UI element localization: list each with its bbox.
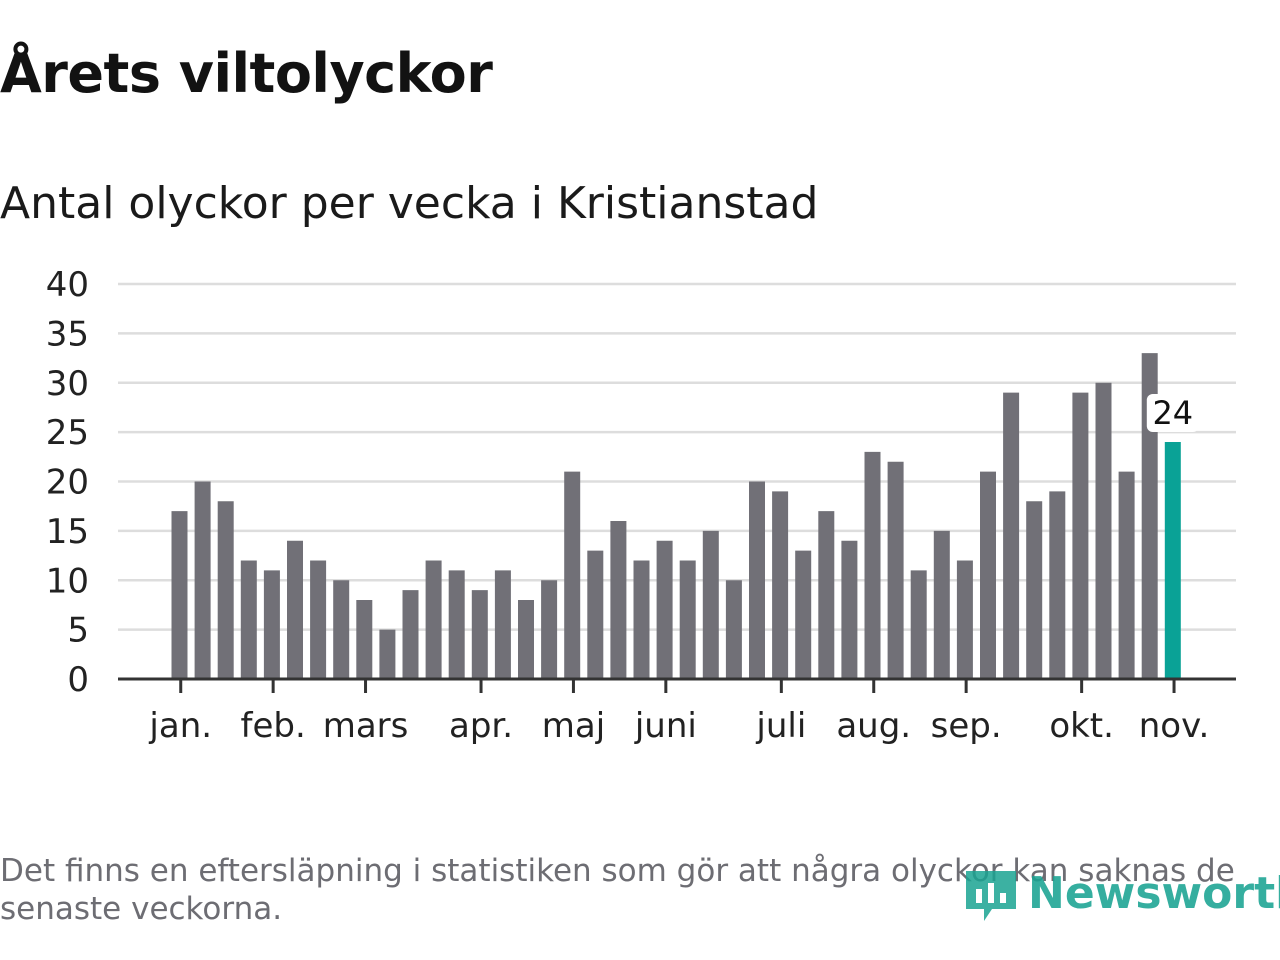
bar bbox=[379, 629, 396, 679]
bar bbox=[656, 540, 673, 679]
footnote: Det finns en eftersläpning i statistiken… bbox=[0, 853, 1235, 927]
bar-highlight bbox=[1164, 442, 1181, 679]
gridlines bbox=[118, 282, 1236, 631]
x-tick-label: apr. bbox=[449, 706, 513, 746]
bar bbox=[610, 521, 627, 679]
bar bbox=[1072, 392, 1089, 679]
bar bbox=[310, 560, 327, 679]
y-tick-label: 40 bbox=[46, 265, 89, 305]
bar bbox=[841, 540, 858, 679]
x-tick-label: nov. bbox=[1139, 706, 1210, 746]
brand-name: Newsworthy bbox=[1028, 867, 1280, 919]
x-tick-label: juli bbox=[755, 706, 806, 746]
bar bbox=[910, 570, 927, 679]
x-tick-label: aug. bbox=[836, 706, 911, 746]
bar bbox=[1141, 353, 1158, 679]
bar bbox=[864, 451, 881, 679]
bars bbox=[171, 353, 1181, 679]
bar bbox=[1118, 471, 1135, 679]
data-label-background bbox=[1146, 394, 1199, 432]
bar bbox=[633, 560, 650, 679]
bar bbox=[471, 590, 488, 679]
x-tick-label: okt. bbox=[1049, 706, 1114, 746]
x-tick-label: juni bbox=[634, 706, 697, 746]
bar bbox=[217, 501, 234, 679]
y-axis-ticks: 0 5 10 15 20 25 30 35 40 bbox=[46, 265, 89, 700]
bar bbox=[448, 570, 465, 679]
bar bbox=[541, 580, 558, 679]
bar bbox=[956, 560, 973, 679]
bar bbox=[194, 481, 211, 679]
bar bbox=[1049, 491, 1066, 679]
bar bbox=[518, 600, 534, 679]
bar bbox=[494, 570, 511, 679]
x-tick-label: feb. bbox=[240, 706, 305, 746]
bar bbox=[933, 530, 950, 679]
bar bbox=[402, 590, 419, 679]
bar bbox=[287, 540, 303, 679]
newsworthy-logo: Newsworthy bbox=[962, 858, 1280, 928]
bar bbox=[1095, 382, 1112, 679]
x-tick-label: maj bbox=[542, 706, 605, 746]
bar bbox=[333, 580, 350, 679]
bar bbox=[564, 471, 581, 679]
bar bbox=[818, 511, 835, 679]
bar-chart: 0 5 10 15 20 25 30 35 40 jan. feb. mars apr. maj juni… bbox=[46, 265, 1236, 746]
bar bbox=[772, 491, 789, 679]
y-tick-label: 20 bbox=[46, 463, 89, 503]
x-tick-label: sep. bbox=[931, 706, 1002, 746]
x-tick-label: jan. bbox=[148, 706, 212, 746]
chart-subtitle: Antal olyckor per vecka i Kristianstad bbox=[0, 178, 819, 229]
bar bbox=[263, 570, 280, 679]
y-tick-label: 5 bbox=[67, 611, 89, 651]
y-tick-label: 0 bbox=[67, 660, 89, 700]
y-tick-label: 30 bbox=[46, 364, 89, 404]
y-tick-label: 10 bbox=[46, 561, 89, 601]
bar bbox=[679, 560, 696, 679]
data-labels: 24 bbox=[1146, 394, 1199, 432]
bar bbox=[425, 560, 442, 679]
bar bbox=[795, 550, 812, 679]
bar bbox=[587, 550, 604, 679]
newsworthy-logo-icon bbox=[966, 871, 1016, 921]
data-label: 24 bbox=[1152, 394, 1193, 432]
bar bbox=[240, 560, 257, 679]
bar bbox=[1003, 392, 1020, 679]
x-axis: jan. feb. mars apr. maj juni juli aug. sep. okt. n… bbox=[118, 677, 1236, 746]
bar bbox=[887, 461, 904, 679]
bar bbox=[1026, 501, 1043, 679]
bar bbox=[171, 511, 188, 679]
bar bbox=[749, 481, 765, 679]
bar bbox=[980, 471, 996, 679]
x-tick-label: mars bbox=[323, 706, 409, 746]
y-tick-label: 15 bbox=[46, 512, 89, 552]
bar bbox=[725, 580, 742, 679]
bar bbox=[356, 600, 373, 679]
bar bbox=[702, 530, 719, 679]
y-tick-label: 25 bbox=[46, 413, 89, 453]
chart-title: Årets viltolyckor bbox=[0, 42, 493, 105]
y-tick-label: 35 bbox=[46, 314, 89, 354]
